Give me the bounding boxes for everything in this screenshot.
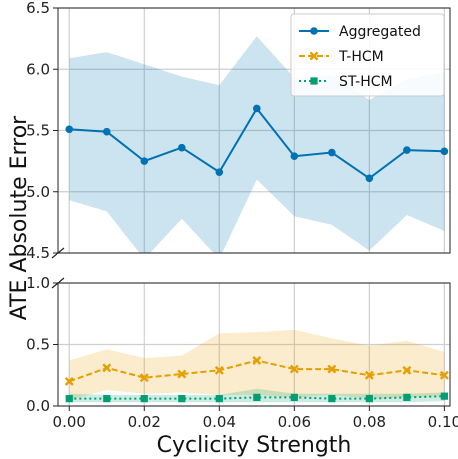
aggregated-point [365, 174, 374, 183]
x-tick-label: 0.06 [278, 413, 311, 431]
lower-series [64, 329, 449, 403]
aggregated-point [177, 143, 186, 152]
t-hcm-band [69, 329, 445, 400]
st-hcm-point [178, 395, 186, 403]
y-tick-label: 6.5 [26, 0, 50, 17]
st-hcm-point [403, 393, 411, 401]
st-hcm-point [440, 392, 448, 400]
aggregated-point [140, 157, 149, 165]
st-hcm-point [328, 395, 336, 403]
t-hcm-point [252, 356, 262, 365]
st-hcm-point [103, 395, 111, 403]
x-tick-label: 0.10 [428, 413, 458, 431]
t-hcm-point [177, 369, 187, 379]
legend-label-st-hcm: ST-HCM [339, 74, 393, 90]
t-hcm-point [64, 376, 74, 386]
t-hcm-point [439, 370, 449, 380]
upper-frame [57, 7, 451, 254]
aggregated-point [215, 168, 224, 176]
x-tick-label: 0.04 [203, 413, 236, 431]
aggregated-point [440, 147, 449, 156]
st-hcm-point [365, 395, 373, 403]
x-tick-label: 0.08 [353, 413, 386, 431]
lower-panel: 0.0 0.5 1.0 0.00 0.02 0.04 0.06 0.08 0.10 [26, 274, 458, 431]
legend-label-t-hcm: T-HCM [338, 49, 384, 65]
t-hcm-point [364, 370, 374, 380]
legend-marker-st-hcm [310, 77, 318, 85]
t-hcm-point [327, 364, 337, 374]
t-hcm-point [102, 363, 112, 373]
t-hcm-point [214, 365, 224, 375]
y-tick-label: 5.5 [26, 122, 50, 140]
t-hcm-point [139, 373, 149, 383]
aggregated-point [328, 148, 336, 157]
st-hcm-point [253, 393, 261, 401]
axis-break-marks [51, 247, 65, 289]
st-hcm-point [65, 395, 73, 403]
y-axis-label: ATE Absolute Error [7, 115, 32, 320]
legend: Aggregated T-HCM ST-HCM [290, 13, 445, 97]
x-tick-label: 0.02 [128, 413, 161, 431]
st-hcm-point [140, 395, 148, 403]
legend-label-aggregated: Aggregated [339, 24, 421, 40]
legend-box [290, 13, 445, 97]
aggregated-point [65, 125, 74, 134]
aggregated-point [403, 146, 411, 154]
t-hcm-point [289, 364, 299, 374]
y-tick-label: 4.5 [26, 244, 50, 262]
y-tick-label: 5.0 [26, 183, 50, 201]
y-tick-label: 6.0 [26, 60, 50, 78]
break-gap [57, 254, 59, 282]
t-hcm-point [402, 365, 412, 375]
y-tick-label: 0.0 [26, 397, 50, 415]
y-tick-label: 0.5 [26, 336, 50, 354]
aggregated-point [253, 104, 261, 113]
aggregated-point [102, 127, 111, 136]
st-hcm-point [215, 395, 223, 403]
legend-marker-aggregated [310, 27, 318, 35]
break-mark [51, 247, 65, 259]
x-tick-label: 0.00 [53, 413, 86, 431]
legend-marker-t-hcm [309, 51, 319, 61]
break-mark [51, 277, 65, 289]
x-axis-label: Cyclicity Strength [157, 433, 352, 458]
y-tick-label: 1.0 [26, 274, 50, 292]
aggregated-point [290, 152, 299, 161]
st-hcm-point [290, 393, 298, 401]
lower-frame [57, 282, 451, 407]
